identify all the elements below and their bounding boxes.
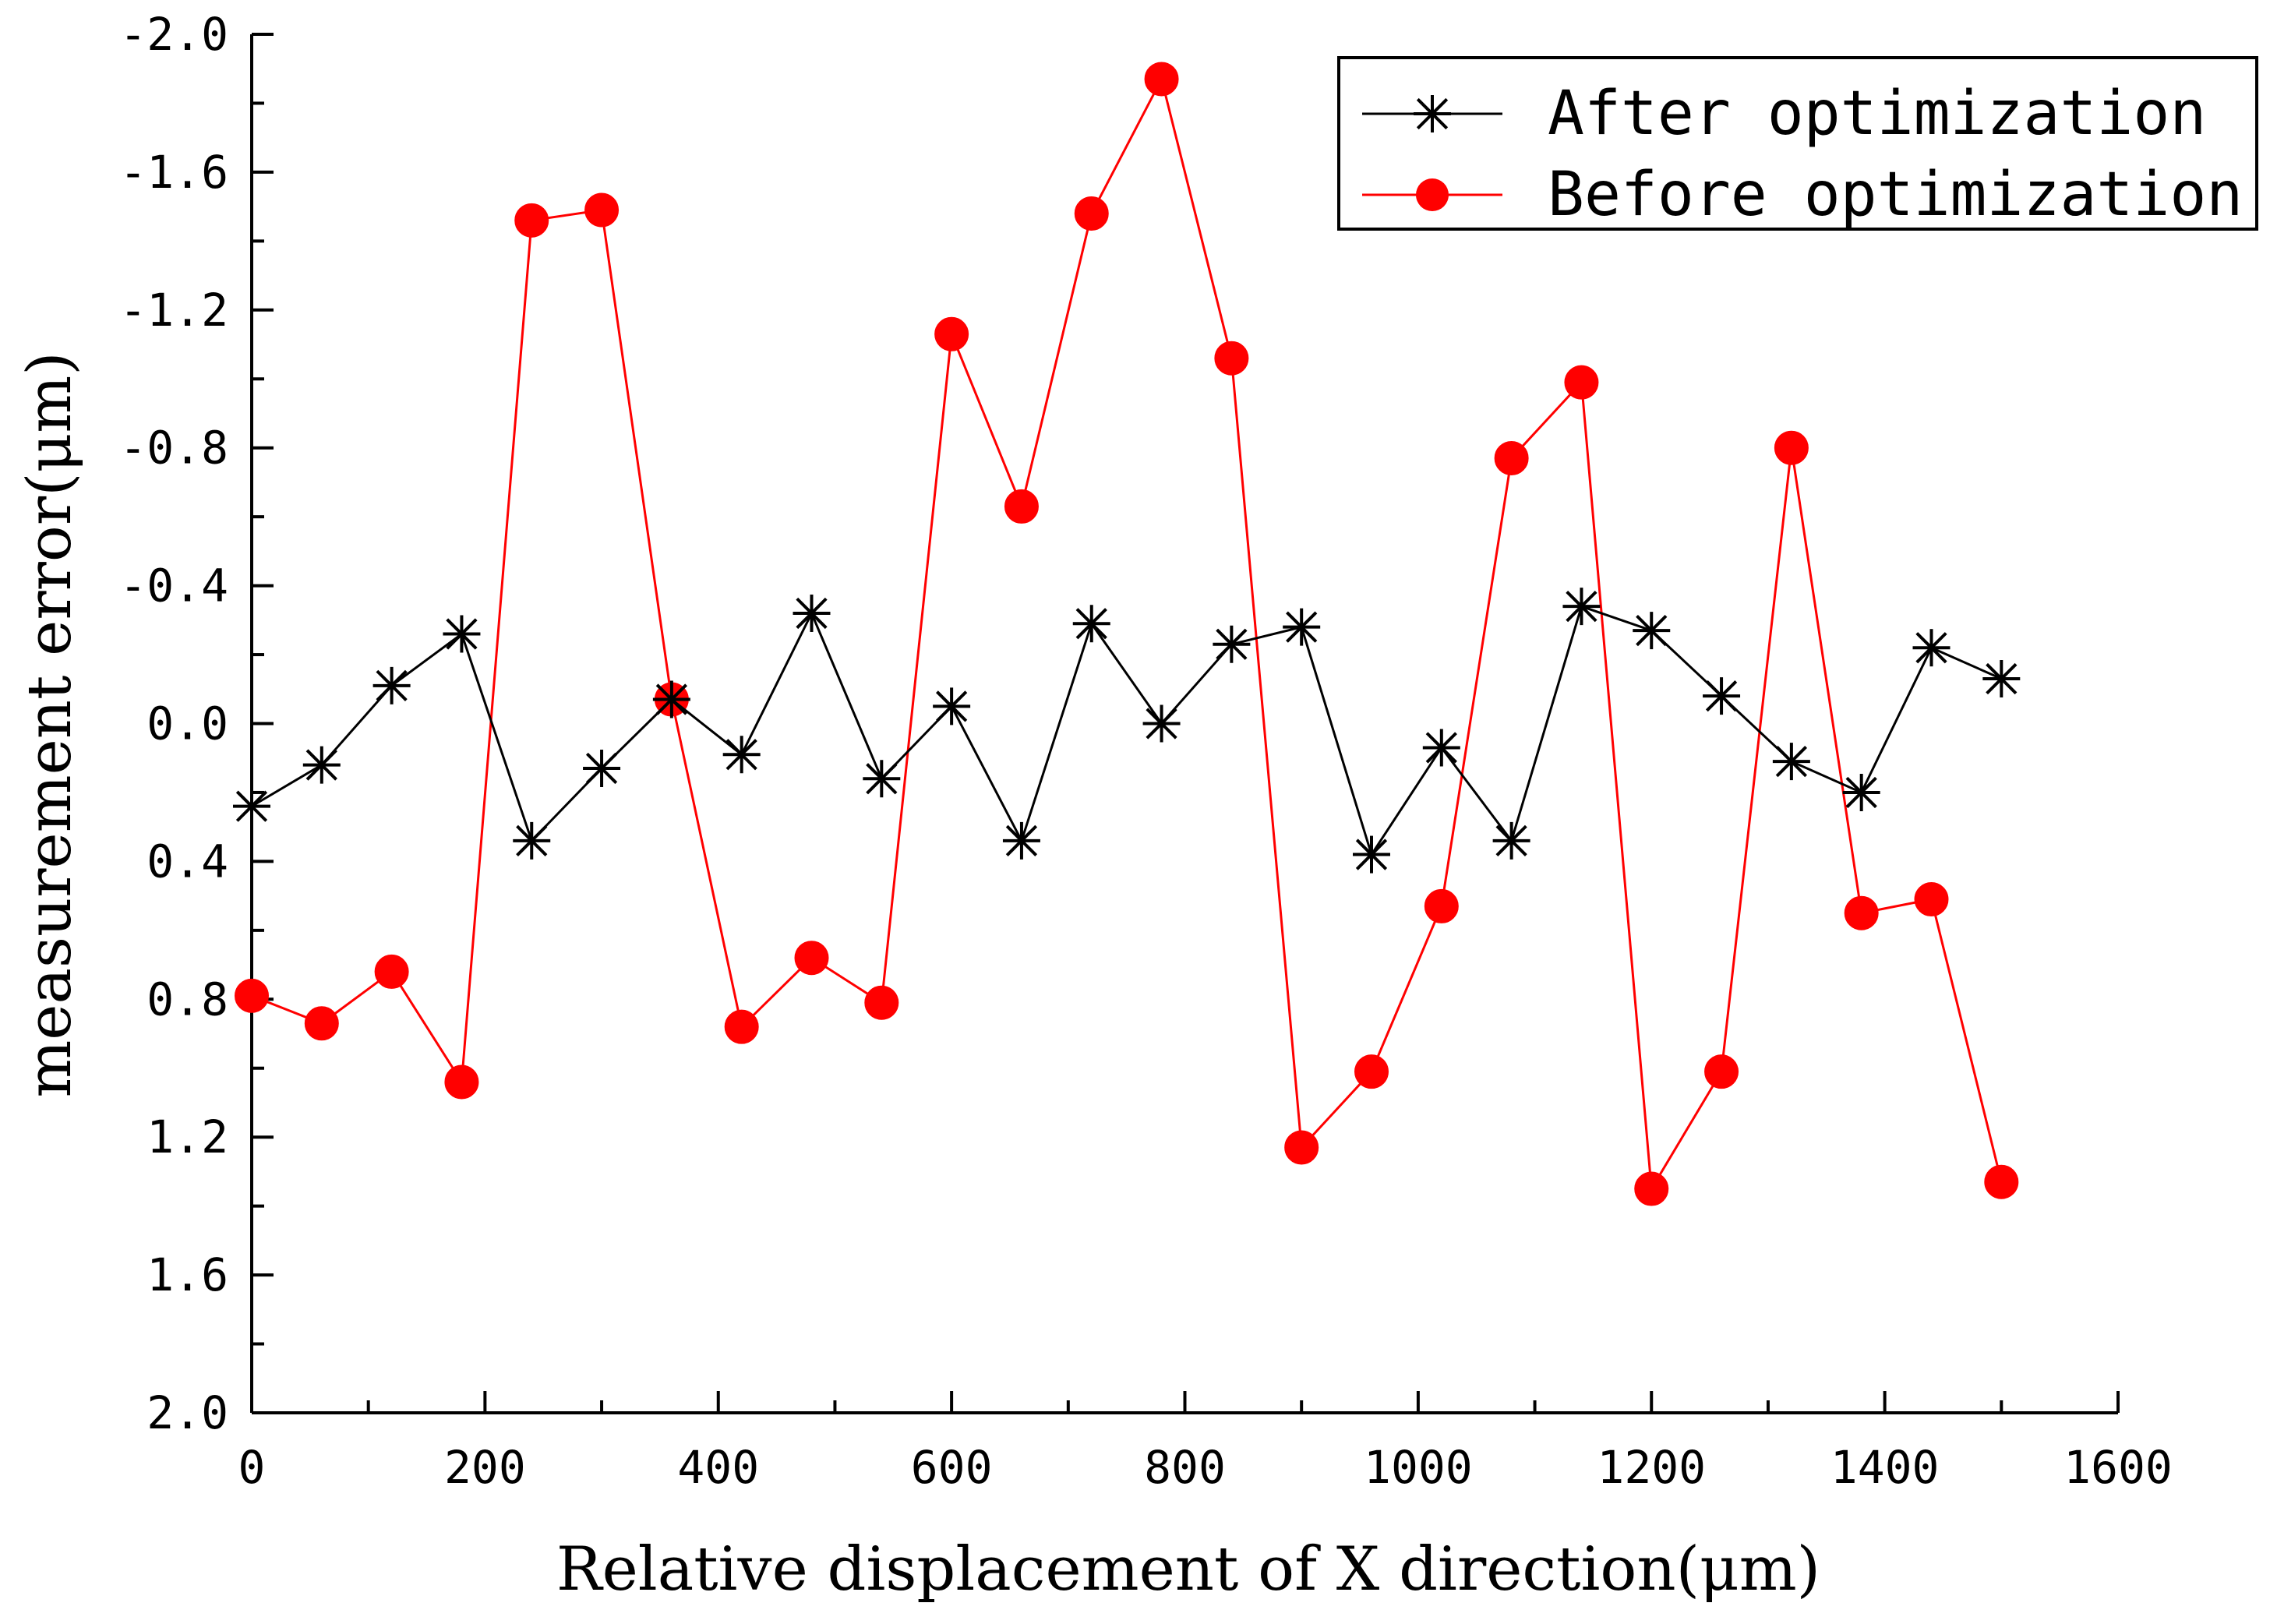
asterisk-point	[583, 749, 621, 787]
x-tick-label: 600	[911, 1441, 993, 1494]
asterisk-point	[1772, 743, 1810, 781]
asterisk-point	[513, 821, 551, 860]
circle-point	[1774, 430, 1809, 465]
x-tick-label: 1400	[1830, 1441, 1940, 1494]
asterisk-point	[1414, 95, 1451, 132]
circle-point	[374, 954, 409, 989]
y-tick-label: 1.2	[147, 1110, 228, 1163]
legend-label: Before optimization	[1548, 160, 2243, 230]
asterisk-point	[372, 666, 411, 704]
asterisk-point	[233, 787, 270, 825]
legend-entry: After optimization	[1362, 79, 2206, 149]
asterisk-point	[443, 615, 481, 653]
y-axis-title: measurement error(μm)	[15, 351, 85, 1097]
x-tick-label: 0	[238, 1441, 266, 1494]
circle-point	[1564, 365, 1599, 400]
asterisk-point	[1002, 821, 1040, 860]
legend-entry: Before optimization	[1362, 160, 2243, 230]
asterisk-point	[1842, 773, 1880, 811]
x-tick-label: 800	[1144, 1441, 1226, 1494]
asterisk-point	[1633, 612, 1671, 650]
asterisk-point	[1912, 629, 1951, 667]
circle-point	[1004, 489, 1039, 524]
circle-point	[1214, 341, 1249, 376]
legend-box	[1337, 56, 2258, 231]
y-tick-label: 0.0	[147, 697, 228, 750]
asterisk-point	[1492, 821, 1530, 860]
circle-point	[794, 941, 829, 976]
circle-point	[444, 1064, 479, 1100]
y-tick-label: -1.6	[119, 146, 228, 199]
circle-point	[514, 203, 549, 238]
y-tick-label: 0.8	[147, 973, 228, 1026]
x-axis-title: Relative displacement of X direction(μm)	[556, 1534, 1820, 1605]
x-tick-label: 1200	[1597, 1441, 1706, 1494]
series-before	[235, 62, 2019, 1206]
circle-point	[1914, 882, 1949, 917]
circle-point	[1984, 1164, 2019, 1199]
ticks: 0 200 400 600 800 1000 1200 1400 1600 -2.0 -1.6 -1.…	[119, 8, 2173, 1494]
series-line	[251, 76, 2003, 1193]
asterisk-point	[1213, 625, 1251, 663]
circle-point	[1074, 196, 1109, 231]
y-tick-label: 2.0	[147, 1386, 228, 1439]
x-tick-label: 200	[444, 1441, 526, 1494]
asterisk-point	[793, 594, 831, 632]
asterisk-point	[652, 680, 690, 718]
circle-point	[1634, 1171, 1669, 1206]
circle-point	[724, 1009, 759, 1044]
circle-point	[1424, 888, 1459, 923]
asterisk-point	[1703, 677, 1741, 715]
circle-point	[1844, 895, 1879, 930]
y-tick-label: -2.0	[119, 8, 228, 61]
legend-label: After optimization	[1548, 79, 2206, 149]
x-tick-label: 1600	[2063, 1441, 2173, 1494]
circle-point	[1354, 1054, 1389, 1089]
circle-point	[584, 192, 620, 228]
y-tick-label: -1.2	[119, 284, 228, 337]
series-after	[233, 588, 2021, 874]
series-line	[251, 605, 2002, 858]
asterisk-point	[1982, 660, 2021, 698]
asterisk-point	[933, 687, 971, 726]
asterisk-point	[863, 760, 901, 798]
asterisk-point	[722, 736, 761, 774]
asterisk-point	[1283, 608, 1321, 646]
asterisk-point	[1353, 835, 1390, 874]
circle-point	[235, 978, 269, 1013]
legend: After optimization Before optimization	[1337, 56, 2258, 231]
circle-point	[1284, 1130, 1319, 1165]
asterisk-point	[1072, 605, 1110, 643]
circle-point	[1144, 62, 1179, 97]
y-tick-label: 1.6	[147, 1248, 228, 1301]
x-tick-label: 400	[677, 1441, 759, 1494]
circle-point	[864, 985, 899, 1020]
asterisk-point	[302, 746, 341, 784]
asterisk-point	[1562, 588, 1601, 626]
circle-point	[934, 316, 969, 351]
asterisk-point	[1142, 704, 1181, 743]
x-tick-label: 1000	[1364, 1441, 1473, 1494]
asterisk-point	[1422, 729, 1460, 767]
circle-point	[1494, 440, 1529, 475]
y-tick-label: -0.8	[119, 422, 228, 475]
y-tick-label: -0.4	[119, 560, 228, 613]
series-layer	[233, 62, 2021, 1206]
axes	[250, 34, 2118, 1414]
y-tick-label: 0.4	[147, 835, 228, 888]
circle-point	[304, 1006, 339, 1041]
circle-point	[1704, 1054, 1739, 1089]
